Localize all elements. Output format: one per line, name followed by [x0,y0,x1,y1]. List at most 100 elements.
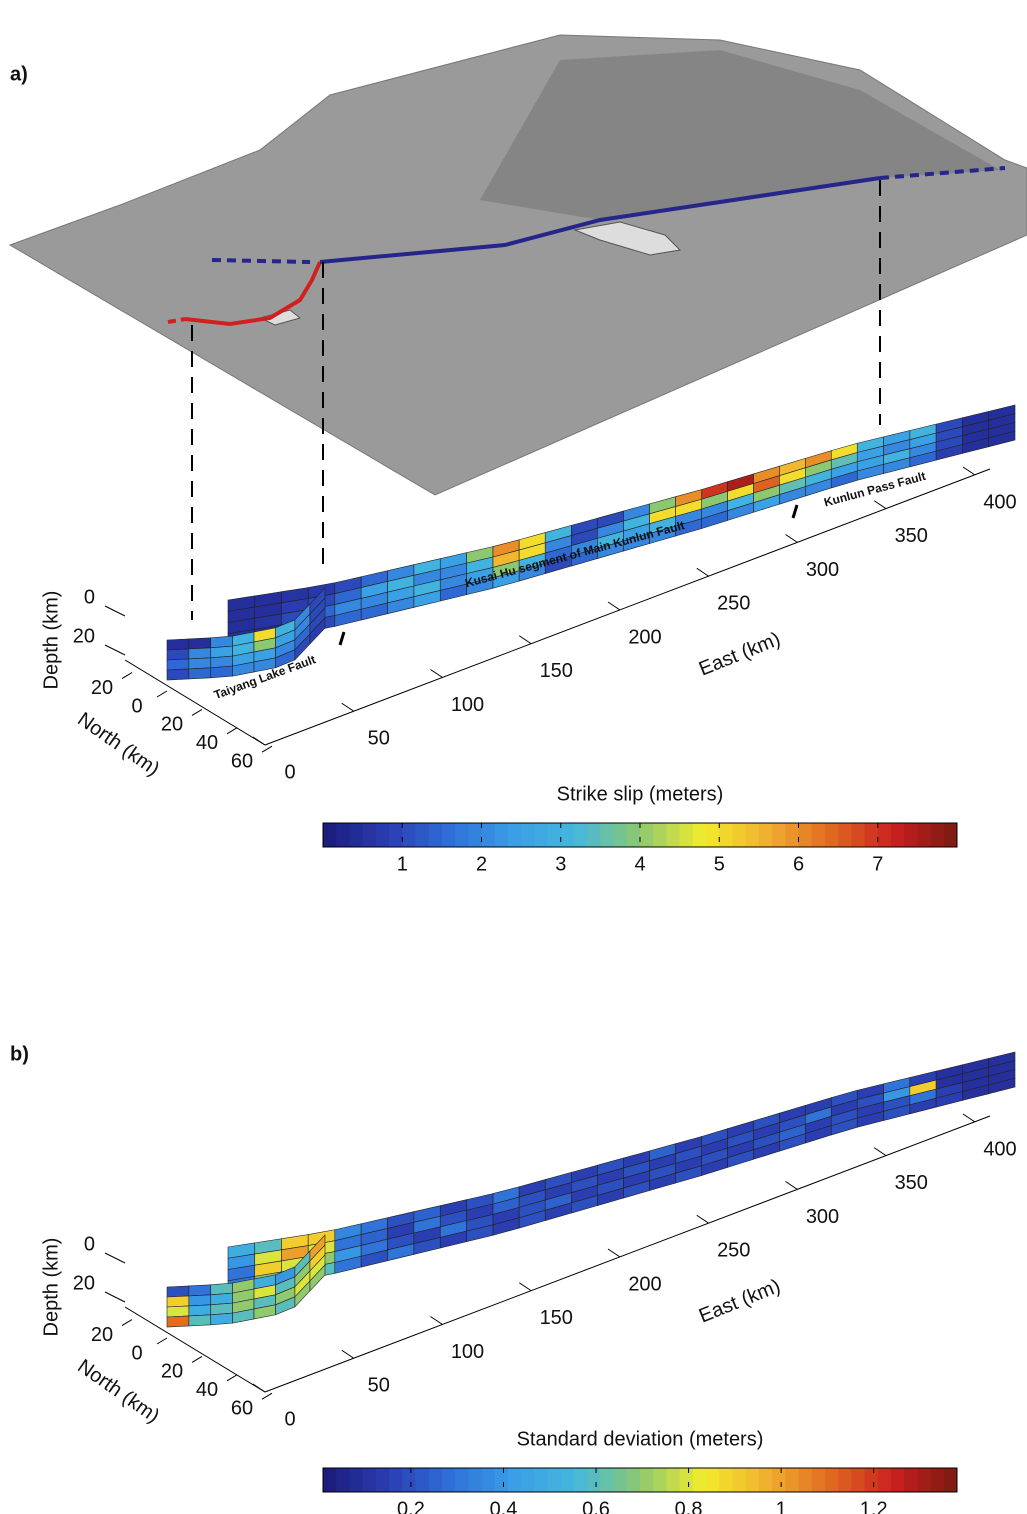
panel-label: b) [10,1043,29,1065]
colorbar-cell [851,1468,866,1492]
east-tick [785,534,798,543]
colorbar-cell [758,1468,773,1492]
depth-tick [104,644,126,656]
colorbar-tick-label: 1.2 [860,1498,888,1514]
fault-patch [309,1264,326,1292]
colorbar-cell [626,1468,641,1492]
fault-patch [166,1305,190,1318]
colorbar-cell [415,823,430,847]
north-axis-label: North (km) [73,708,163,780]
east-tick [962,466,976,476]
east-tick [430,1316,443,1325]
north-tick [191,1355,203,1363]
east-tick [696,1214,710,1224]
colorbar-cell [402,823,416,847]
east-tick-label: 200 [628,626,661,648]
colorbar-cell [824,823,839,847]
colorbar-cell [468,1468,482,1492]
north-tick [226,1374,238,1382]
colorbar-tick-label: 1 [397,853,408,875]
colorbar-tick-label: 2 [476,853,487,875]
fault-patch [166,638,190,651]
colorbar-frame [322,1467,958,1493]
colorbar-cell [349,1468,364,1492]
fault-tick [338,631,346,646]
depth-tick-label: 0 [84,1233,95,1255]
north-tick [121,672,133,680]
east-tick [785,1181,798,1190]
colorbar-cell [811,1468,826,1492]
colorbar-cell [547,823,562,847]
colorbar-cell [560,823,575,847]
colorbar-cell [745,823,760,847]
fault-patch [166,1295,190,1308]
fault-patch [166,668,190,681]
colorbar-tick-label: 3 [555,853,566,875]
colorbar-cell [838,823,852,847]
colorbar-cell [917,823,932,847]
fault-patch [988,430,1016,448]
colorbar-cell [811,823,826,847]
colorbar-cell [772,823,786,847]
colorbar-tick-label: 0.2 [397,1498,425,1514]
north-tick [226,727,238,735]
colorbar-cell [389,1468,403,1492]
east-tick [430,669,443,678]
north-tick [191,708,203,716]
colorbar-title: Strike slip (meters) [557,783,724,805]
colorbar-cell [706,823,720,847]
colorbar-cell [943,1468,958,1492]
colorbar-cell [336,1468,350,1492]
colorbar-cell [573,823,588,847]
colorbar-cell [732,1468,747,1492]
north-axis [124,1306,266,1393]
colorbar-cell [824,1468,839,1492]
colorbar-cell [890,823,905,847]
colorbar-cell [785,1468,799,1492]
north-tick-label: 20 [161,714,183,736]
colorbar-tick-label: 5 [714,853,725,875]
colorbar-cell [706,1468,720,1492]
colorbar-cell [547,1468,562,1492]
east-tick [696,567,710,577]
depth-tick-label: 0 [84,586,95,608]
colorbar-cell [534,1468,549,1492]
east-tick-label: 350 [895,1172,928,1194]
colorbar-tick-label: 0.8 [675,1498,703,1514]
east-tick-label: 200 [628,1273,661,1295]
north-tick [261,1392,273,1400]
fault-patch [210,1312,233,1326]
colorbar-tick-label: 0.6 [582,1498,610,1514]
north-axis-label: North (km) [73,1355,163,1427]
colorbar-cell [494,1468,509,1492]
north-tick [261,745,273,753]
colorbar-cell [587,823,601,847]
colorbar-cell [785,823,799,847]
north-tick-label: 0 [131,695,142,717]
colorbar-cell [600,823,615,847]
colorbar-cell [758,823,773,847]
fault-patch [309,617,326,645]
depth-tick [104,1291,126,1303]
colorbar-cell [653,823,667,847]
north-tick-label: 40 [196,1379,218,1401]
colorbar-cell [323,1468,337,1492]
fault-patch [210,665,233,679]
east-tick-label: 250 [717,593,750,615]
depth-axis-label: Depth (km) [40,1238,62,1337]
east-tick [607,601,621,611]
fault-patch [166,1285,190,1298]
colorbar-cell [798,1468,813,1492]
colorbar-title: Standard deviation (meters) [517,1428,764,1450]
colorbar-cell [653,1468,667,1492]
east-tick [341,702,355,712]
east-tick-label: 100 [451,1341,484,1363]
colorbar-cell [362,1468,377,1492]
east-tick [341,1349,355,1359]
east-tick-label: 100 [451,694,484,716]
colorbar-cell [772,1468,786,1492]
colorbar-cell [362,823,377,847]
colorbar-cell [864,1468,879,1492]
fault-tick [791,504,799,519]
colorbar-cell [877,1468,892,1492]
